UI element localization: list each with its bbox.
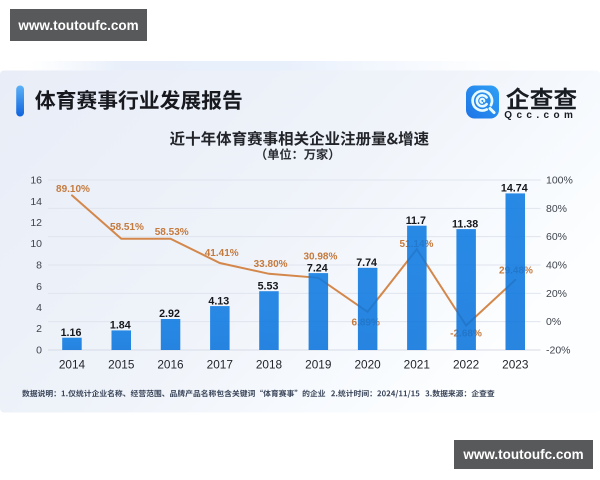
- svg-text:20%: 20%: [546, 288, 567, 300]
- svg-text:1.16: 1.16: [61, 327, 82, 339]
- svg-text:2017: 2017: [207, 358, 233, 372]
- svg-text:2015: 2015: [108, 358, 135, 372]
- svg-text:7.74: 7.74: [356, 257, 377, 269]
- svg-text:2020: 2020: [354, 358, 381, 372]
- svg-text:-20%: -20%: [546, 345, 571, 357]
- svg-text:2022: 2022: [453, 358, 479, 372]
- svg-text:2014: 2014: [59, 358, 86, 372]
- svg-text:4: 4: [36, 302, 42, 314]
- svg-text:100%: 100%: [546, 175, 573, 187]
- svg-text:58.53%: 58.53%: [155, 227, 189, 238]
- svg-text:6: 6: [36, 281, 42, 293]
- svg-text:2018: 2018: [256, 358, 283, 372]
- svg-text:14: 14: [30, 196, 42, 208]
- svg-text:80%: 80%: [546, 203, 567, 215]
- svg-text:Qcc.com: Qcc.com: [504, 110, 577, 121]
- svg-text:www.toutoufc.com: www.toutoufc.com: [17, 18, 138, 33]
- svg-text:89.10%: 89.10%: [56, 184, 90, 195]
- svg-text:2.92: 2.92: [159, 308, 180, 320]
- svg-text:1.84: 1.84: [110, 320, 131, 332]
- svg-text:11.7: 11.7: [406, 215, 426, 227]
- svg-text:58.51%: 58.51%: [110, 222, 144, 233]
- svg-text:12: 12: [30, 217, 42, 229]
- svg-text:www.toutoufc.com: www.toutoufc.com: [462, 447, 583, 462]
- svg-text:2021: 2021: [404, 358, 430, 372]
- svg-text:41.41%: 41.41%: [205, 248, 239, 259]
- svg-text:14.74: 14.74: [501, 183, 528, 195]
- svg-text:16: 16: [30, 175, 42, 187]
- svg-text:4.13: 4.13: [208, 295, 229, 307]
- svg-text:5.53: 5.53: [258, 280, 279, 292]
- svg-text:33.80%: 33.80%: [254, 259, 288, 270]
- svg-text:2016: 2016: [157, 358, 184, 372]
- svg-text:0%: 0%: [546, 316, 561, 328]
- svg-text:11.38: 11.38: [452, 218, 478, 230]
- svg-text:40%: 40%: [546, 260, 567, 272]
- svg-text:10: 10: [30, 238, 42, 250]
- svg-text:7.24: 7.24: [307, 262, 328, 274]
- svg-text:0: 0: [36, 345, 42, 357]
- svg-text:2: 2: [36, 323, 42, 335]
- svg-text:2023: 2023: [502, 358, 529, 372]
- svg-text:8: 8: [36, 260, 42, 272]
- svg-text:60%: 60%: [546, 231, 567, 243]
- svg-text:2019: 2019: [305, 358, 331, 372]
- svg-text:30.98%: 30.98%: [303, 252, 337, 263]
